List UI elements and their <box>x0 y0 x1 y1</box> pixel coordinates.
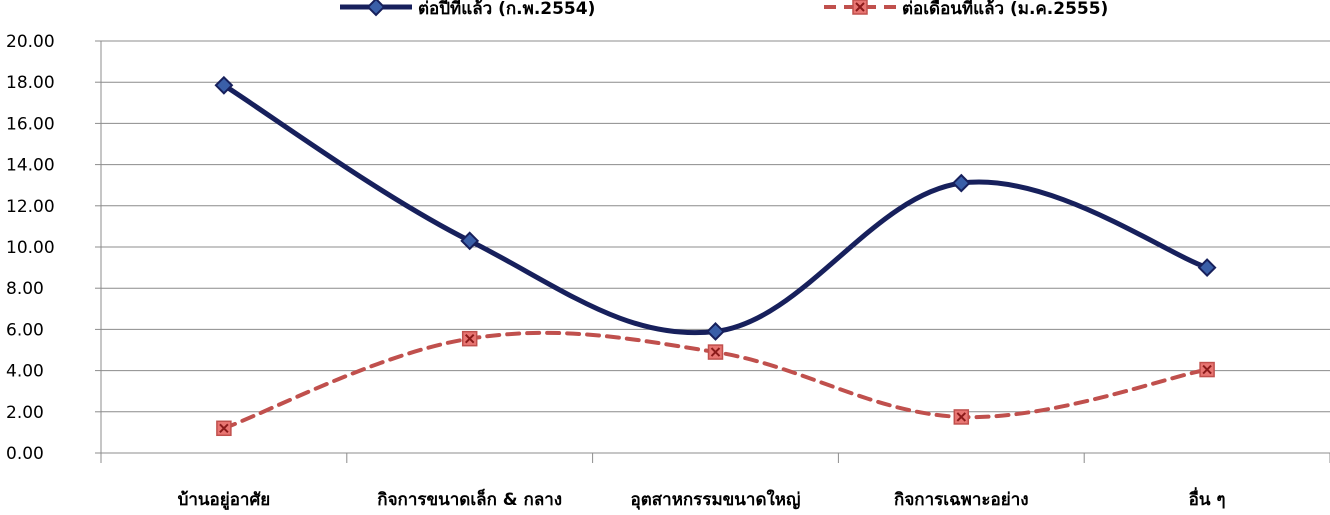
y-tick-label: 6.00 <box>6 320 44 340</box>
series-group <box>214 75 1217 437</box>
data-point-series-0 <box>214 75 234 95</box>
y-tick-label: 12.00 <box>6 197 55 217</box>
data-point-series-0 <box>1197 258 1217 278</box>
data-point-series-1 <box>953 409 970 425</box>
x-tick-label: อุตสาหกรรมขนาดใหญ่ <box>631 489 801 510</box>
y-tick-label: 2.00 <box>6 403 44 423</box>
x-tick-label: กิจการขนาดเล็ก & กลาง <box>377 487 562 510</box>
legend-label-0: ต่อปีที่แล้ว (ก.พ.2554) <box>418 0 595 19</box>
series-line-0 <box>221 82 1210 336</box>
x-tick-label: อื่น ๆ <box>1189 487 1226 510</box>
data-point-series-0 <box>706 322 725 341</box>
y-tick-label: 8.00 <box>6 279 44 299</box>
gridlines <box>101 40 1330 454</box>
y-tick-label: 16.00 <box>6 114 55 134</box>
data-point-series-1 <box>461 330 478 347</box>
y-tick-label: 20.00 <box>6 32 55 52</box>
legend-marker-1 <box>852 0 868 15</box>
y-tick-label: 14.00 <box>6 156 55 176</box>
x-tick-label: บ้านอยู่อาศัย <box>178 490 271 511</box>
legend-marker-0 <box>366 0 386 17</box>
data-point-series-1 <box>707 344 724 360</box>
data-point-series-1 <box>216 420 232 437</box>
y-axis: 0.00 2.00 4.00 6.00 8.00 10.00 12.00 14.00 16.00… <box>6 32 102 464</box>
y-tick-label: 0.00 <box>6 444 44 464</box>
y-tick-label: 18.00 <box>6 73 55 93</box>
legend-label-1: ต่อเดือนที่แล้ว (ม.ค.2555) <box>902 0 1108 19</box>
data-point-series-0 <box>951 173 971 193</box>
y-tick-label: 4.00 <box>6 362 44 382</box>
data-point-series-0 <box>460 231 480 251</box>
y-tick-label: 10.00 <box>6 238 55 258</box>
legend: ต่อปีที่แล้ว (ก.พ.2554) ต่อเดือนที่แล้ว (… <box>340 0 1108 19</box>
x-tick-label: กิจการเฉพาะอย่าง <box>894 490 1029 510</box>
x-axis: บ้านอยู่อาศัย กิจการขนาดเล็ก & กลาง อุตสาห… <box>100 453 1330 511</box>
data-point-series-1 <box>1199 361 1215 378</box>
